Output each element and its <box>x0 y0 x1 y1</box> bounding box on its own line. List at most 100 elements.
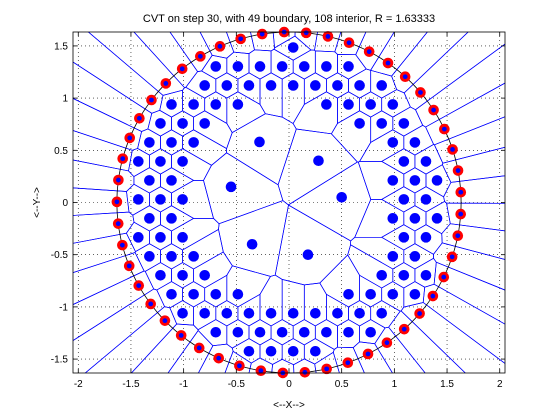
interior-point <box>409 288 421 300</box>
interior-point <box>321 326 332 338</box>
interior-point <box>144 175 155 186</box>
boundary-point-center <box>126 263 132 269</box>
interior-point <box>310 345 321 357</box>
interior-point <box>166 213 177 224</box>
interior-point <box>155 156 166 167</box>
interior-point <box>243 345 255 357</box>
boundary-point-center <box>136 283 142 288</box>
interior-point <box>177 156 188 167</box>
voronoi-cell <box>425 164 452 198</box>
interior-point <box>243 80 255 91</box>
boundary-point-center <box>385 60 391 66</box>
boundary-point-center <box>115 221 121 227</box>
interior-point <box>177 232 188 243</box>
interior-point <box>210 61 222 72</box>
voronoi-cell <box>337 54 367 80</box>
interior-point <box>232 99 244 110</box>
generator-points <box>111 26 467 379</box>
boundary-point-center <box>217 43 223 49</box>
x-tick-label: 0 <box>286 379 292 390</box>
interior-point <box>246 238 258 250</box>
voronoi-cell <box>425 200 451 235</box>
interior-point <box>313 155 324 167</box>
voronoi-cell <box>226 113 297 186</box>
boundary-point-center <box>418 90 423 95</box>
voronoi-cell <box>273 35 312 61</box>
voronoi-cell <box>370 69 398 99</box>
interior-point <box>155 270 166 281</box>
boundary-point-center <box>449 254 455 260</box>
boundary-point-center <box>258 368 264 374</box>
interior-point <box>321 61 332 72</box>
interior-point <box>199 270 211 281</box>
interior-point <box>177 194 188 205</box>
boundary-point-center <box>455 168 461 173</box>
boundary-point-center <box>366 49 372 55</box>
interior-point <box>387 213 399 224</box>
interior-point <box>365 288 376 300</box>
interior-point <box>188 137 199 148</box>
interior-point <box>188 99 199 110</box>
interior-point <box>166 175 177 186</box>
interior-point <box>298 61 310 72</box>
interior-point <box>387 99 399 110</box>
interior-point <box>409 251 421 262</box>
interior-point <box>210 288 222 300</box>
interior-point <box>365 99 376 110</box>
boundary-point-center <box>441 126 447 132</box>
x-axis-label: <--X--> <box>273 400 305 411</box>
interior-point <box>199 80 211 91</box>
interior-point <box>133 232 144 243</box>
interior-point <box>225 181 237 193</box>
interior-point <box>188 251 199 262</box>
interior-point <box>343 288 354 300</box>
interior-point <box>144 213 155 224</box>
interior-point <box>420 156 432 167</box>
interior-point <box>420 232 432 243</box>
y-axis-label: <--Y--> <box>32 187 43 218</box>
boundary-point-center <box>116 177 121 183</box>
interior-point <box>166 99 177 110</box>
x-tick-label: -2 <box>74 379 83 390</box>
interior-point <box>409 175 421 186</box>
y-tick-label: 0 <box>62 198 68 209</box>
boundary-point-center <box>120 156 126 162</box>
voronoi-cell <box>348 68 372 99</box>
interior-point <box>398 270 410 281</box>
voronoi-cell <box>292 49 316 80</box>
interior-point <box>376 270 388 281</box>
voronoi-cell <box>159 89 183 118</box>
interior-point <box>387 251 399 262</box>
voronoi-cell <box>201 54 228 80</box>
x-tick-label: 0.5 <box>335 379 349 390</box>
interior-point <box>287 80 299 91</box>
interior-point <box>166 251 177 262</box>
boundary-point-center <box>302 369 308 375</box>
boundary-point-center <box>458 211 464 217</box>
interior-point <box>210 326 222 338</box>
interior-point <box>133 156 144 167</box>
interior-point <box>365 326 376 338</box>
voronoi-cell <box>303 338 335 365</box>
voronoi-cell <box>126 183 150 216</box>
boundary-point-center <box>127 135 133 141</box>
interior-point <box>343 99 354 110</box>
boundary-point-center <box>179 66 185 72</box>
boundary-point-center <box>417 311 423 316</box>
voronoi-cell <box>128 148 150 178</box>
interior-point <box>398 194 410 205</box>
interior-point <box>133 194 144 205</box>
interior-point <box>298 326 310 338</box>
boundary-point-center <box>162 318 168 324</box>
interior-point <box>265 345 277 357</box>
interior-point <box>354 118 365 129</box>
boundary-point-center <box>237 363 242 369</box>
interior-point <box>210 99 222 110</box>
boundary-point-center <box>458 189 464 195</box>
voronoi-cell <box>182 86 206 118</box>
interior-point <box>265 80 277 91</box>
voronoi-cell <box>197 319 228 347</box>
voronoi-cell <box>359 319 386 345</box>
interior-point <box>387 175 399 186</box>
